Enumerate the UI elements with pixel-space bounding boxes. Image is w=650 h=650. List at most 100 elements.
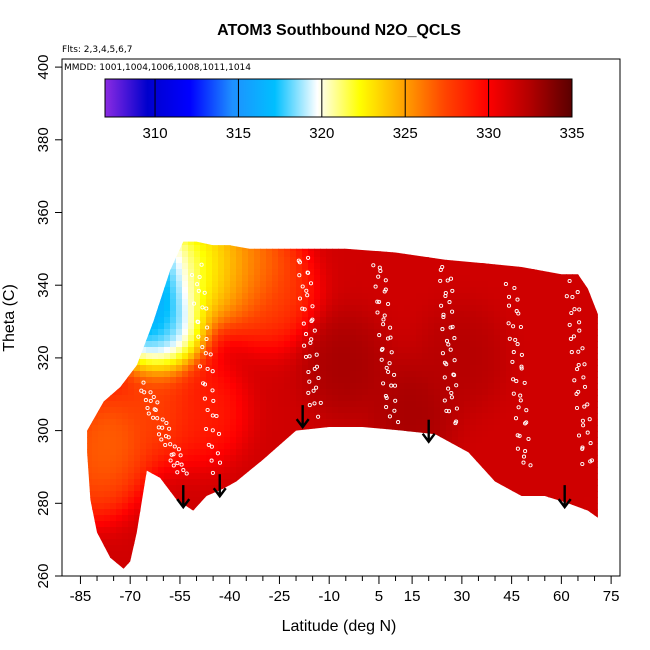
field-cell xyxy=(236,245,243,252)
field-cell xyxy=(200,191,207,198)
field-cell xyxy=(398,311,405,318)
field-cell xyxy=(242,389,249,396)
field-cell xyxy=(314,425,321,432)
field-cell xyxy=(230,461,237,468)
field-cell xyxy=(350,197,357,204)
field-cell xyxy=(278,227,285,234)
field-cell xyxy=(206,491,213,498)
field-cell xyxy=(374,287,381,294)
field-cell xyxy=(224,413,231,420)
field-cell xyxy=(176,545,183,552)
field-cell xyxy=(314,401,321,408)
field-cell xyxy=(302,479,309,486)
field-cell xyxy=(218,425,225,432)
field-cell xyxy=(218,515,225,522)
field-cell xyxy=(314,305,321,312)
field-cell xyxy=(62,251,69,258)
field-cell xyxy=(128,161,135,168)
field-cell xyxy=(386,533,393,540)
field-cell xyxy=(374,467,381,474)
field-cell xyxy=(284,245,291,252)
field-cell xyxy=(380,341,387,348)
field-cell xyxy=(236,185,243,192)
field-cell xyxy=(170,269,177,276)
field-cell xyxy=(182,479,189,486)
field-cell xyxy=(86,161,93,168)
field-cell xyxy=(212,317,219,324)
field-cell xyxy=(302,251,309,258)
field-cell xyxy=(80,287,87,294)
field-cell xyxy=(146,545,153,552)
field-cell xyxy=(212,305,219,312)
field-cell xyxy=(128,473,135,480)
field-cell xyxy=(344,371,351,378)
field-cell xyxy=(98,569,105,576)
field-cell xyxy=(260,311,267,318)
field-cell xyxy=(374,509,381,516)
field-cell xyxy=(278,515,285,522)
field-cell xyxy=(350,287,357,294)
field-cell xyxy=(356,407,363,414)
field-cell xyxy=(248,551,255,558)
field-cell xyxy=(110,377,117,384)
field-cell xyxy=(218,371,225,378)
field-cell xyxy=(266,473,273,480)
field-cell xyxy=(380,305,387,312)
field-cell xyxy=(332,455,339,462)
field-cell xyxy=(392,149,399,156)
field-cell xyxy=(194,179,201,186)
field-cell xyxy=(158,413,165,420)
field-cell xyxy=(356,131,363,138)
field-cell xyxy=(224,545,231,552)
field-cell xyxy=(368,119,375,126)
field-cell xyxy=(218,419,225,426)
field-cell xyxy=(104,467,111,474)
field-cell xyxy=(68,449,75,456)
field-cell xyxy=(374,395,381,402)
field-cell xyxy=(230,563,237,569)
field-cell xyxy=(278,179,285,186)
field-cell xyxy=(350,443,357,450)
field-cell xyxy=(284,227,291,234)
field-cell xyxy=(356,245,363,252)
field-cell xyxy=(68,407,75,414)
field-cell xyxy=(374,383,381,390)
field-cell xyxy=(362,71,369,78)
field-cell xyxy=(242,533,249,540)
field-cell xyxy=(110,353,117,360)
field-cell xyxy=(212,241,219,246)
field-cell xyxy=(200,203,207,210)
field-cell xyxy=(140,395,147,402)
field-cell xyxy=(260,71,267,78)
field-cell xyxy=(104,311,111,318)
field-cell xyxy=(236,479,243,486)
field-cell xyxy=(260,521,267,528)
field-cell xyxy=(398,479,405,486)
field-cell xyxy=(338,509,345,516)
field-cell xyxy=(182,377,189,384)
field-cell xyxy=(158,533,165,540)
field-cell xyxy=(158,233,165,240)
field-cell xyxy=(74,221,81,228)
field-cell xyxy=(380,485,387,492)
field-cell xyxy=(368,545,375,552)
field-cell xyxy=(62,353,69,360)
field-cell xyxy=(200,407,207,414)
field-cell xyxy=(320,563,327,569)
field-cell xyxy=(104,179,111,186)
field-cell xyxy=(374,131,381,138)
field-cell xyxy=(116,479,123,486)
field-cell xyxy=(374,371,381,378)
field-cell xyxy=(92,443,99,450)
field-cell xyxy=(140,251,147,258)
field-cell xyxy=(278,197,285,204)
field-cell xyxy=(350,545,357,552)
field-cell xyxy=(176,509,183,516)
field-cell xyxy=(374,241,381,246)
field-cell xyxy=(302,245,309,252)
field-cell xyxy=(80,317,87,324)
field-cell xyxy=(392,275,399,282)
field-cell xyxy=(92,209,99,216)
field-cell xyxy=(302,221,309,228)
field-cell xyxy=(110,241,117,246)
